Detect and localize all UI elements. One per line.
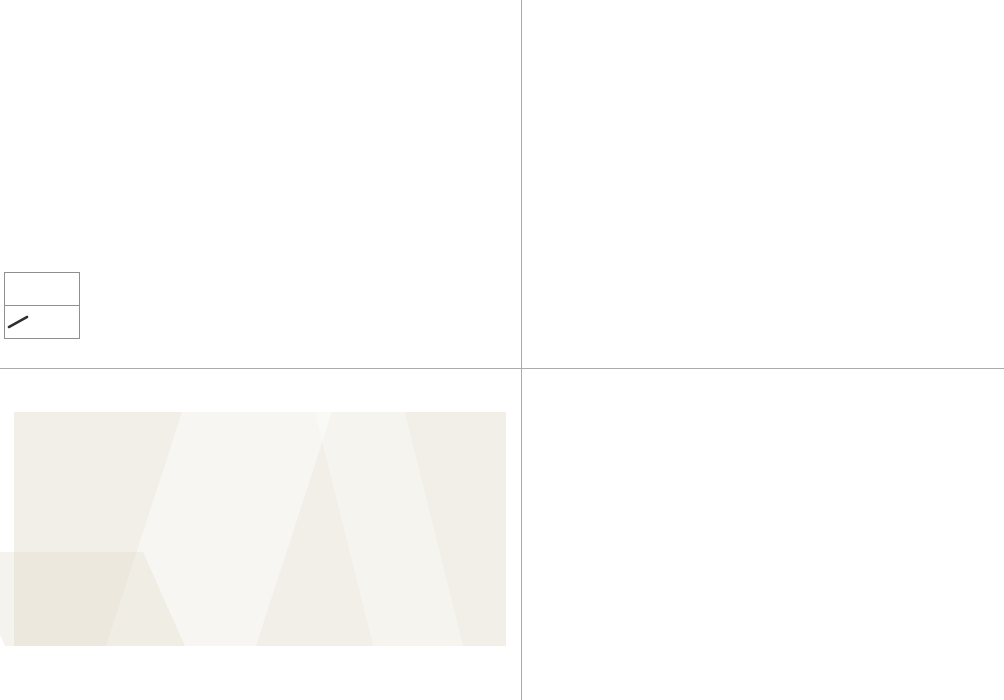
legend-villa — [799, 657, 818, 670]
horizontal-divider — [0, 368, 1004, 369]
panel-supply-decycle — [0, 0, 520, 368]
panel-sales-structure — [522, 369, 1004, 700]
district-supply-sales-chart — [522, 0, 1004, 322]
legend-highrise — [591, 657, 610, 670]
table-row-supply — [4, 272, 80, 306]
new-supply-line-swatch — [606, 330, 640, 333]
bar-legend-swatch — [7, 282, 29, 297]
midrise-swatch — [650, 657, 663, 670]
land-price-panel-background — [0, 412, 506, 646]
sales-area-line-swatch — [812, 330, 846, 333]
supply-decycle-table — [4, 272, 80, 339]
land-price-chart — [0, 369, 520, 659]
table-row-decycle — [4, 305, 80, 339]
panel-district-supply-sales — [522, 0, 1004, 368]
row-label-supply — [4, 272, 80, 306]
legend-midrise — [650, 657, 669, 670]
supply-decycle-chart — [0, 0, 520, 268]
villa-swatch — [799, 657, 812, 670]
line-legend-icon — [7, 315, 29, 329]
highrise-swatch — [591, 657, 604, 670]
legend-lowrise — [728, 657, 747, 670]
lowrise-swatch — [728, 657, 741, 670]
legend-new-supply — [606, 330, 648, 333]
legend-sales-area — [812, 330, 854, 333]
row-label-decycle — [4, 305, 80, 339]
panel-land-price — [0, 369, 520, 700]
vertical-divider — [521, 0, 522, 700]
sales-structure-chart — [522, 369, 1004, 669]
